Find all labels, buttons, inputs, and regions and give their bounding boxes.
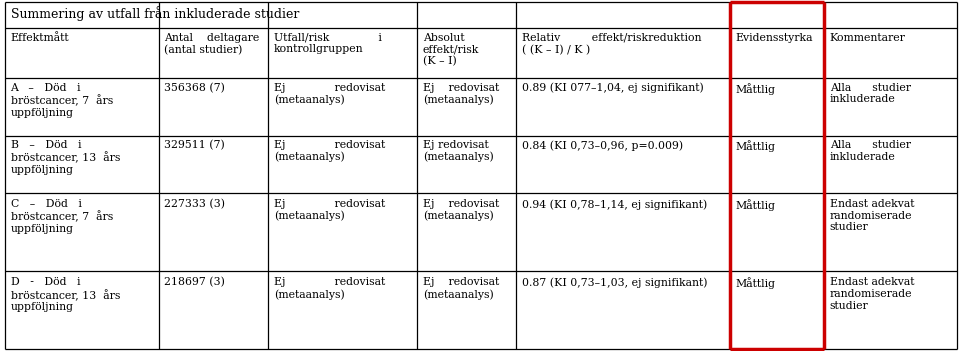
Text: Måttlig: Måttlig [736,277,776,289]
Text: Ej              redovisat
(metaanalys): Ej redovisat (metaanalys) [273,140,385,163]
Text: D   -   Död   i
bröstcancer, 13  års
uppföljning: D - Död i bröstcancer, 13 års uppföljnin… [11,277,120,312]
Text: 0.89 (KI 077–1,04, ej signifikant): 0.89 (KI 077–1,04, ej signifikant) [522,83,704,93]
Text: Effektmått: Effektmått [11,33,69,43]
Text: Ej    redovisat
(metaanalys): Ej redovisat (metaanalys) [423,199,499,221]
Text: Endast adekvat
randomiserade
studier: Endast adekvat randomiserade studier [830,199,914,232]
Text: Summering av utfall från inkluderade studier: Summering av utfall från inkluderade stu… [11,6,299,21]
Text: Ej              redovisat
(metaanalys): Ej redovisat (metaanalys) [273,277,385,300]
Text: Måttlig: Måttlig [736,83,776,95]
Text: B   –   Död   i
bröstcancer, 13  års
uppföljning: B – Död i bröstcancer, 13 års uppföljnin… [11,140,120,175]
Text: Måttlig: Måttlig [736,140,776,152]
Text: Relativ         effekt/riskreduktion
( (K – I) / K ): Relativ effekt/riskreduktion ( (K – I) /… [522,33,701,55]
Text: C   –   Död   i
bröstcancer, 7  års
uppföljning: C – Död i bröstcancer, 7 års uppföljning [11,199,113,234]
Text: Ej              redovisat
(metaanalys): Ej redovisat (metaanalys) [273,199,385,221]
Text: 0.84 (KI 0,73–0,96, p=0.009): 0.84 (KI 0,73–0,96, p=0.009) [522,140,683,151]
Text: Ej redovisat
(metaanalys): Ej redovisat (metaanalys) [423,140,493,163]
Text: Kommentarer: Kommentarer [830,33,905,43]
Text: 0.87 (KI 0,73–1,03, ej signifikant): 0.87 (KI 0,73–1,03, ej signifikant) [522,277,708,288]
Text: Alla      studier
inkluderade: Alla studier inkluderade [830,83,911,104]
Text: 329511 (7): 329511 (7) [164,140,225,151]
Text: 227333 (3): 227333 (3) [164,199,225,210]
Text: Ej    redovisat
(metaanalys): Ej redovisat (metaanalys) [423,83,499,105]
Text: Endast adekvat
randomiserade
studier: Endast adekvat randomiserade studier [830,277,914,311]
Text: A   –   Död   i
bröstcancer, 7  års
uppföljning: A – Död i bröstcancer, 7 års uppföljning [11,83,113,118]
Text: Ej    redovisat
(metaanalys): Ej redovisat (metaanalys) [423,277,499,300]
Text: Absolut
effekt/risk
(K – I): Absolut effekt/risk (K – I) [423,33,479,66]
Text: Antal    deltagare
(antal studier): Antal deltagare (antal studier) [164,33,260,55]
Text: Evidensstyrka: Evidensstyrka [736,33,813,43]
Text: Utfall/risk              i
kontrollgruppen: Utfall/risk i kontrollgruppen [273,33,382,54]
Text: 356368 (7): 356368 (7) [164,83,225,93]
Text: 0.94 (KI 0,78–1,14, ej signifikant): 0.94 (KI 0,78–1,14, ej signifikant) [522,199,707,210]
Text: Ej              redovisat
(metaanalys): Ej redovisat (metaanalys) [273,83,385,105]
Text: Alla      studier
inkluderade: Alla studier inkluderade [830,140,911,162]
Text: 218697 (3): 218697 (3) [164,277,225,287]
Text: Måttlig: Måttlig [736,199,776,211]
